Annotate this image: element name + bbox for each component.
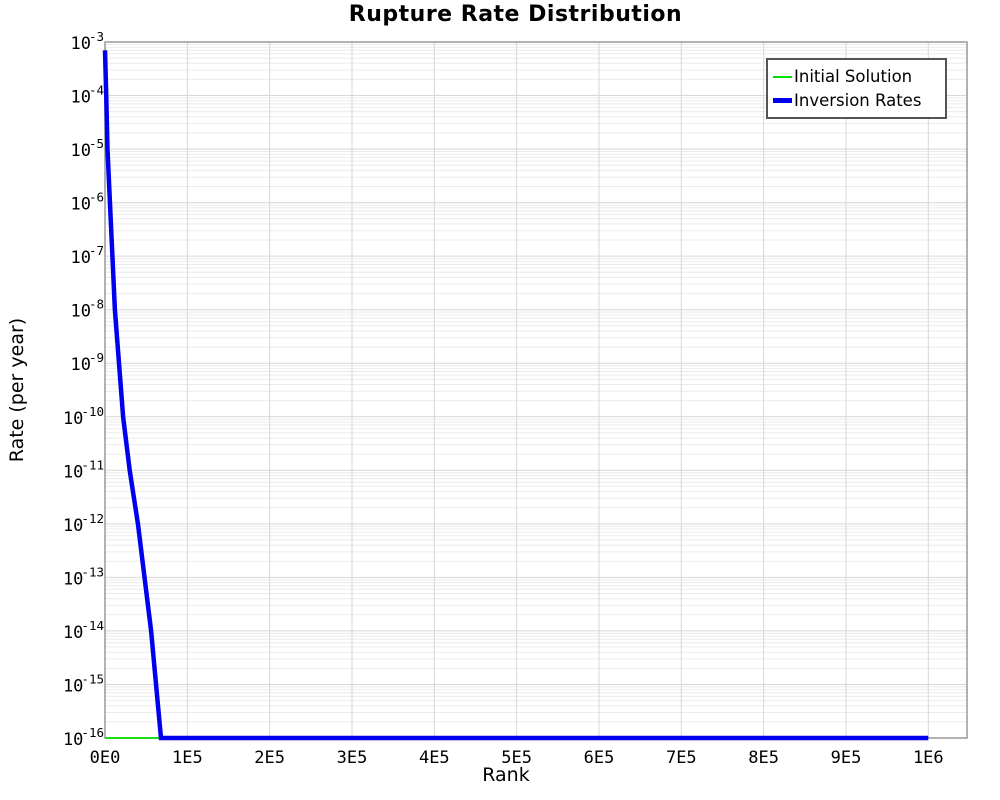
y-tick-label: 10-3 <box>70 29 104 54</box>
legend-item-inversion-rates: Inversion Rates <box>773 91 943 110</box>
y-tick-label: 10-13 <box>63 564 104 589</box>
x-tick-label: 1E5 <box>172 748 203 768</box>
y-tick-label: 10-14 <box>63 618 104 643</box>
legend-label-initial-solution: Initial Solution <box>794 67 913 86</box>
y-tick-label: 10-11 <box>63 457 104 482</box>
chart-title: Rupture Rate Distribution <box>348 2 683 27</box>
x-tick-label: 3E5 <box>337 748 368 768</box>
legend-label-inversion-rates: Inversion Rates <box>794 91 922 110</box>
x-tick-label: 4E5 <box>419 748 450 768</box>
x-tick-label: 2E5 <box>254 748 285 768</box>
y-tick-label: 10-9 <box>70 350 104 375</box>
y-tick-label: 10-7 <box>70 243 104 268</box>
x-tick-label: 5E5 <box>501 748 532 768</box>
y-tick-label: 10-6 <box>70 190 104 215</box>
y-axis-label: Rate (per year) <box>6 317 28 463</box>
y-tick-label: 10-4 <box>70 83 104 108</box>
inversion-rates-line-swatch <box>773 98 792 103</box>
series-line-inversion-rates <box>102 50 929 741</box>
x-tick-label: 8E5 <box>748 748 779 768</box>
y-tick-label: 10-16 <box>63 725 104 750</box>
x-tick-label: 6E5 <box>584 748 615 768</box>
y-tick-label: 10-12 <box>63 511 104 536</box>
x-tick-label: 9E5 <box>831 748 862 768</box>
x-tick-label: 7E5 <box>666 748 697 768</box>
y-tick-label: 10-5 <box>70 136 104 161</box>
y-tick-label: 10-10 <box>63 404 104 429</box>
legend-item-initial-solution: Initial Solution <box>773 67 943 86</box>
x-tick-label: 0E0 <box>90 748 121 768</box>
legend: Initial Solution Inversion Rates <box>766 58 947 119</box>
y-tick-label: 10-8 <box>70 297 104 322</box>
x-axis-label: Rank <box>482 764 530 786</box>
x-tick-label: 1E6 <box>913 748 944 768</box>
y-tick-label: 10-15 <box>63 671 104 696</box>
initial-solution-line-swatch <box>773 75 792 78</box>
